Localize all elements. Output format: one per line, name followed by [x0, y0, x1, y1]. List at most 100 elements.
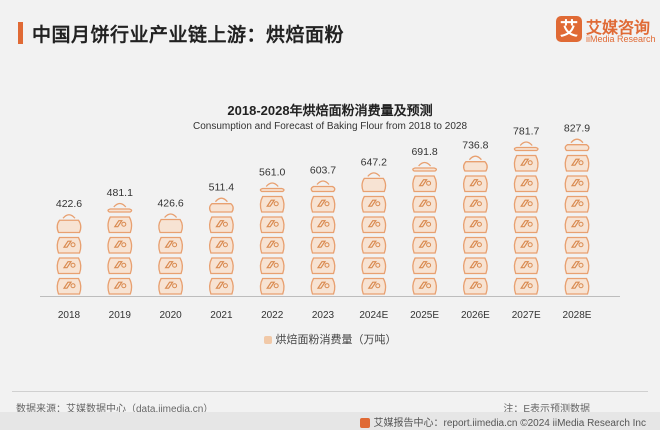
sack-mark-icon — [62, 240, 73, 248]
sack-tie-icon — [519, 141, 533, 146]
sack-mark-icon — [367, 220, 377, 228]
chart-subtitle: Consumption and Forecast of Baking Flour… — [192, 121, 468, 132]
sack-dot-icon — [476, 262, 482, 268]
sack-dot-icon — [527, 160, 533, 166]
sack-mark-icon — [367, 281, 377, 289]
sack-dot-icon — [222, 221, 228, 227]
sack-mark-icon — [570, 179, 581, 187]
logo-icon: 艾 — [556, 16, 582, 42]
sack-dot-icon — [426, 180, 432, 186]
sack-mark-icon — [469, 179, 479, 187]
sack-mark-icon — [266, 220, 276, 228]
sack-dot-icon — [222, 262, 228, 268]
sack-mark-icon — [570, 240, 581, 248]
x-tick-label: 2021 — [210, 310, 233, 321]
sack-mark-icon — [520, 179, 530, 187]
sack-dot-icon — [324, 283, 330, 289]
bar — [56, 214, 82, 295]
sack-dot-icon — [527, 221, 533, 227]
sack-dot-icon — [324, 262, 330, 268]
flour-sack-icon — [310, 185, 336, 193]
data-label: 561.0 — [259, 167, 285, 179]
data-label: 691.8 — [411, 146, 437, 158]
sack-dot-icon — [426, 221, 432, 227]
sack-dot-icon — [476, 201, 482, 207]
x-tick-label: 2022 — [261, 310, 284, 321]
legend-swatch — [263, 336, 272, 345]
bar — [310, 180, 336, 295]
sack-dot-icon — [273, 201, 279, 207]
sack-dot-icon — [375, 262, 381, 268]
sack-tie-icon — [164, 213, 178, 218]
sack-dot-icon — [578, 262, 584, 268]
page-title: 中国月饼行业产业链上游：烘焙面粉 — [32, 25, 345, 46]
sack-dot-icon — [527, 242, 533, 248]
sack-mark-icon — [418, 261, 428, 269]
sack-mark-icon — [570, 199, 581, 207]
sack-dot-icon — [527, 283, 533, 289]
sack-dot-icon — [527, 262, 533, 268]
bar — [513, 141, 539, 295]
logo-text-cn: 艾媒咨询 — [586, 20, 651, 37]
sack-dot-icon — [527, 180, 533, 186]
sack-dot-icon — [476, 283, 482, 289]
flour-sack-icon — [56, 219, 82, 234]
sack-dot-icon — [527, 201, 533, 207]
data-label: 422.6 — [56, 198, 82, 210]
x-tick-label: 2028E — [563, 310, 592, 321]
legend-label: 烘焙面粉消费量（万吨） — [275, 334, 397, 346]
sack-dot-icon — [375, 201, 381, 207]
sack-mark-icon — [520, 199, 530, 207]
sack-dot-icon — [222, 283, 228, 289]
sack-mark-icon — [418, 281, 428, 289]
sack-mark-icon — [113, 240, 123, 248]
bar — [361, 172, 387, 295]
sack-tie-icon — [113, 202, 127, 208]
flour-sack-icon — [564, 144, 590, 152]
sack-dot-icon — [476, 242, 482, 248]
x-tick-label: 2020 — [159, 310, 182, 321]
sack-dot-icon — [172, 242, 178, 248]
sack-mark-icon — [520, 220, 530, 228]
sack-dot-icon — [476, 221, 482, 227]
x-tick-label: 2024E — [359, 310, 388, 321]
report-center-label: 艾媒报告中心：report.iimedia.cn ©2024 iiMedia R… — [373, 418, 646, 429]
sack-mark-icon — [469, 261, 479, 269]
flour-sack-icon — [259, 187, 285, 193]
sack-mark-icon — [113, 220, 123, 228]
logo-text-en: iiMedia Research — [586, 34, 656, 44]
sack-tie-icon — [367, 172, 381, 177]
flour-sack-icon — [158, 218, 184, 234]
sack-mark-icon — [367, 199, 377, 207]
sack-mark-icon — [62, 281, 73, 289]
data-source: 数据来源：艾媒数据中心（data.iimedia.cn） — [16, 404, 214, 415]
sack-mark-icon — [520, 158, 530, 166]
sack-dot-icon — [324, 242, 330, 248]
sack-dot-icon — [273, 262, 279, 268]
sack-mark-icon — [62, 261, 73, 269]
report-center-text: 艾媒报告中心：report.iimedia.cn ©2024 iiMedia R… — [359, 414, 646, 429]
sack-tie-icon — [418, 161, 432, 167]
sack-tie-icon — [62, 214, 76, 219]
bar — [412, 161, 438, 295]
sack-mark-icon — [266, 240, 276, 248]
sack-mark-icon — [113, 261, 123, 269]
flour-sack-icon — [208, 203, 234, 213]
sack-dot-icon — [222, 242, 228, 248]
sack-mark-icon — [469, 240, 479, 248]
sack-mark-icon — [418, 179, 428, 187]
bar — [462, 155, 488, 295]
sack-mark-icon — [215, 240, 225, 248]
bar — [107, 202, 133, 295]
sack-mark-icon — [215, 261, 225, 269]
sack-dot-icon — [375, 283, 381, 289]
sack-mark-icon — [316, 261, 327, 269]
sack-dot-icon — [273, 242, 279, 248]
sack-dot-icon — [70, 283, 76, 289]
sack-mark-icon — [570, 158, 581, 166]
sack-mark-icon — [215, 220, 225, 228]
sack-dot-icon — [273, 221, 279, 227]
data-label: 426.6 — [157, 197, 183, 209]
sack-dot-icon — [375, 221, 381, 227]
